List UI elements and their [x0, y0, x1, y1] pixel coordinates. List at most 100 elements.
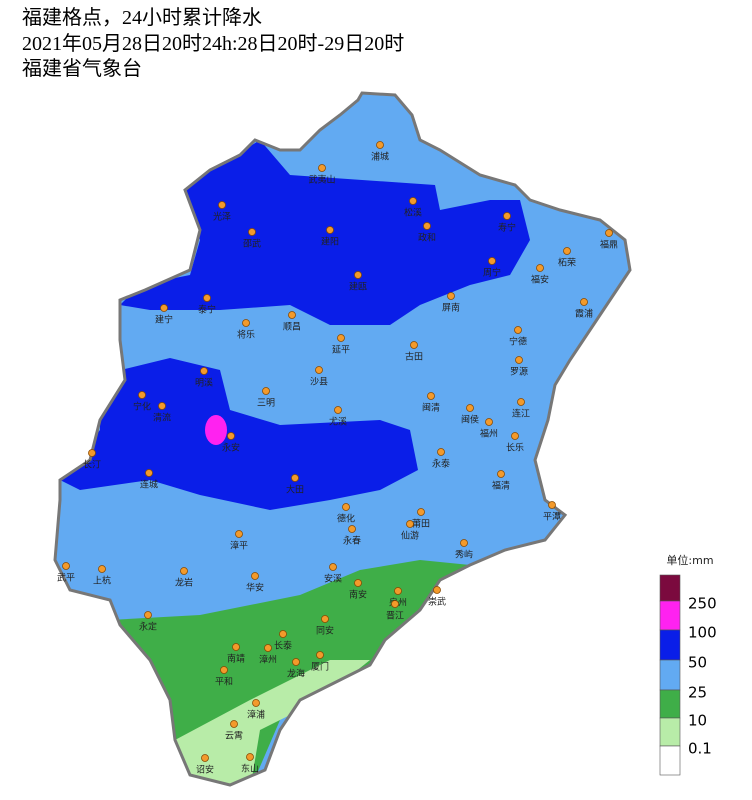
city-label: 福安	[531, 274, 549, 286]
city-dot	[423, 222, 431, 230]
city-dot	[316, 651, 324, 659]
city-dot	[354, 579, 362, 587]
city-dot	[279, 630, 287, 638]
zone-100	[205, 415, 227, 445]
city-dot	[348, 525, 356, 533]
city-label: 武平	[57, 572, 75, 584]
city-dot	[88, 449, 96, 457]
city-dot	[427, 392, 435, 400]
city-label: 南靖	[227, 653, 245, 665]
city-label: 晋江	[386, 611, 404, 622]
city-dot	[62, 562, 70, 570]
city-dot	[409, 197, 417, 205]
legend-swatch	[659, 659, 681, 691]
city-dot	[264, 644, 272, 652]
city-dot	[511, 432, 519, 440]
legend-swatch	[659, 629, 681, 661]
legend-label: 25	[688, 684, 707, 702]
city-label: 德化	[337, 513, 355, 525]
city-label: 浦城	[371, 151, 389, 163]
legend-swatch	[659, 745, 681, 776]
city-dot	[158, 402, 166, 410]
city-dot	[497, 470, 505, 478]
city-label: 沙县	[310, 377, 328, 388]
city-dot	[410, 341, 418, 349]
city-dot	[503, 212, 511, 220]
city-dot	[376, 141, 384, 149]
legend-label: 250	[688, 595, 717, 613]
city-dot	[232, 643, 240, 651]
city-label: 漳州	[259, 654, 277, 666]
legend-label: 10	[688, 712, 707, 730]
city-dot	[288, 311, 296, 319]
city-dot	[235, 530, 243, 538]
city-label: 长乐	[506, 442, 524, 454]
city-label: 将乐	[237, 329, 255, 341]
city-label: 龙岩	[175, 577, 193, 589]
city-label: 政和	[418, 232, 436, 244]
city-label: 龙海	[287, 668, 305, 680]
city-label: 永春	[343, 535, 361, 547]
legend-swatch	[659, 574, 681, 602]
city-dot	[417, 508, 425, 516]
city-label: 永泰	[432, 458, 450, 470]
city-dot	[145, 469, 153, 477]
city-dot	[605, 229, 613, 237]
city-label: 崇武	[428, 596, 446, 608]
city-dot	[292, 658, 300, 666]
legend-swatch	[659, 689, 681, 719]
city-dot	[514, 326, 522, 334]
city-dot	[246, 753, 254, 761]
city-label: 长汀	[83, 459, 101, 471]
city-dot	[200, 367, 208, 375]
city-dot	[291, 474, 299, 482]
city-dot	[548, 501, 556, 509]
city-dot	[334, 406, 342, 414]
city-label: 霞浦	[575, 308, 593, 320]
city-dot	[321, 615, 329, 623]
city-dot	[220, 666, 228, 674]
city-dot	[160, 304, 168, 312]
city-dot	[201, 754, 209, 762]
period: 2021年05月28日20时24h:28日20时-29日20时	[22, 32, 404, 55]
city-label: 古田	[405, 351, 423, 363]
city-dot	[180, 567, 188, 575]
city-label: 莆田	[412, 518, 430, 530]
city-label: 厦门	[311, 661, 329, 673]
city-dot	[315, 366, 323, 374]
city-label: 光泽	[213, 211, 231, 223]
city-dot	[447, 292, 455, 300]
city-label: 尤溪	[329, 416, 347, 428]
city-dot	[394, 587, 402, 595]
province-border	[53, 91, 632, 787]
city-label: 长泰	[274, 640, 292, 652]
city-label: 上杭	[93, 575, 111, 587]
city-label: 诏安	[196, 764, 214, 776]
city-dot	[437, 448, 445, 456]
city-label: 罗源	[510, 367, 528, 378]
city-label: 闽清	[422, 402, 440, 414]
city-label: 闽侯	[461, 414, 479, 426]
city-dot	[242, 319, 250, 327]
city-dot	[252, 699, 260, 707]
legend-unit: 单位:mm	[666, 553, 713, 567]
city-dot	[517, 398, 525, 406]
city-label: 福州	[480, 428, 498, 440]
city-dot	[580, 298, 588, 306]
city-label: 平潭	[543, 512, 561, 523]
city-label: 柘荣	[558, 257, 576, 269]
city-dot	[460, 539, 468, 547]
city-label: 大田	[286, 484, 304, 496]
zone-50-north	[120, 140, 530, 325]
city-dot	[485, 418, 493, 426]
city-label: 松溪	[404, 207, 422, 219]
city-dot	[515, 356, 523, 364]
city-label: 秀屿	[455, 549, 473, 561]
city-dot	[337, 334, 345, 342]
city-dot	[262, 387, 270, 395]
city-label: 顺昌	[283, 322, 301, 333]
city-label: 寿宁	[498, 222, 516, 234]
city-dot	[406, 520, 414, 528]
